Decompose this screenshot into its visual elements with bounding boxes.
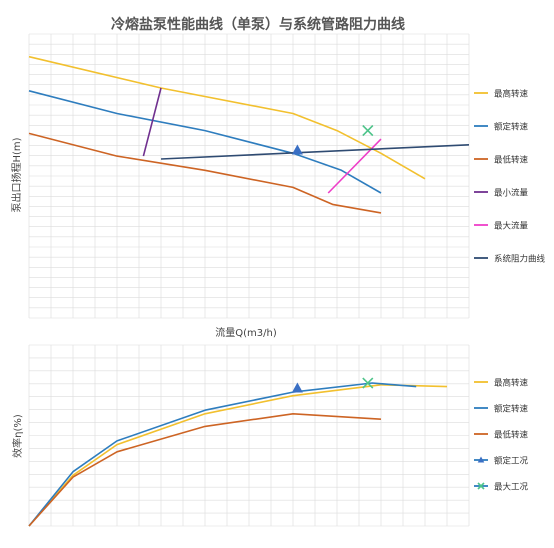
head-series-line-2: [28, 132, 382, 214]
series-layer: [28, 55, 470, 527]
head-marker-x-1: [362, 124, 374, 137]
head-series-line-5: [160, 144, 470, 160]
head-y-axis-label: 泵出口扬程H(m): [10, 137, 23, 212]
head-series-line-3: [142, 87, 162, 157]
eff-series-line-1: [28, 382, 417, 527]
efficiency-y-axis-label: 效率η(%): [11, 414, 24, 458]
head-series-line-1: [28, 90, 382, 194]
eff-legend-label-2: 最低转速: [494, 430, 529, 441]
head-legend-label-3: 最小流量: [494, 188, 529, 199]
eff-point-x-4: [362, 377, 374, 389]
head-series-line-4: [327, 138, 382, 194]
head-marker-x-1-stroke-b: [362, 124, 374, 137]
eff-legend-label-0: 最高转速: [494, 378, 529, 389]
eff-point-x-4-stroke-b: [362, 377, 374, 389]
head-legend-label-0: 最高转速: [494, 89, 529, 100]
head-legend-label-4: 最大流量: [494, 221, 529, 232]
head-x-axis-label: 流量Q(m3/h): [215, 326, 277, 339]
eff-legend-label-3: 额定工况: [494, 456, 529, 467]
head-legend-label-2: 最低转速: [494, 155, 529, 166]
eff-legend-marker-x-4-stroke-b: [477, 482, 485, 490]
eff-legend-label-4: 最大工况: [494, 482, 529, 493]
eff-series-line-0: [28, 383, 448, 527]
eff-legend-marker-x-4: [477, 482, 485, 490]
marker-layer: [291, 124, 374, 393]
head-chart-title: 冷熔盐泵性能曲线（单泵）与系统管路阻力曲线: [111, 16, 405, 33]
eff-legend-marker-triangle-3: [477, 456, 485, 463]
head-marker-triangle-0: [291, 144, 303, 155]
head-legend-label-5: 系统阻力曲线: [494, 254, 546, 265]
eff-point-triangle-3: [291, 382, 303, 393]
grid-layer: [28, 33, 470, 527]
eff-series-line-2: [28, 412, 382, 527]
head-series-line-0: [28, 55, 426, 180]
head-legend-label-1: 额定转速: [494, 122, 529, 133]
eff-legend-label-1: 额定转速: [494, 404, 529, 415]
legend-layer: 最高转速额定转速最低转速最小流量最大流量系统阻力曲线最高转速额定转速最低转速额定…: [474, 89, 546, 493]
